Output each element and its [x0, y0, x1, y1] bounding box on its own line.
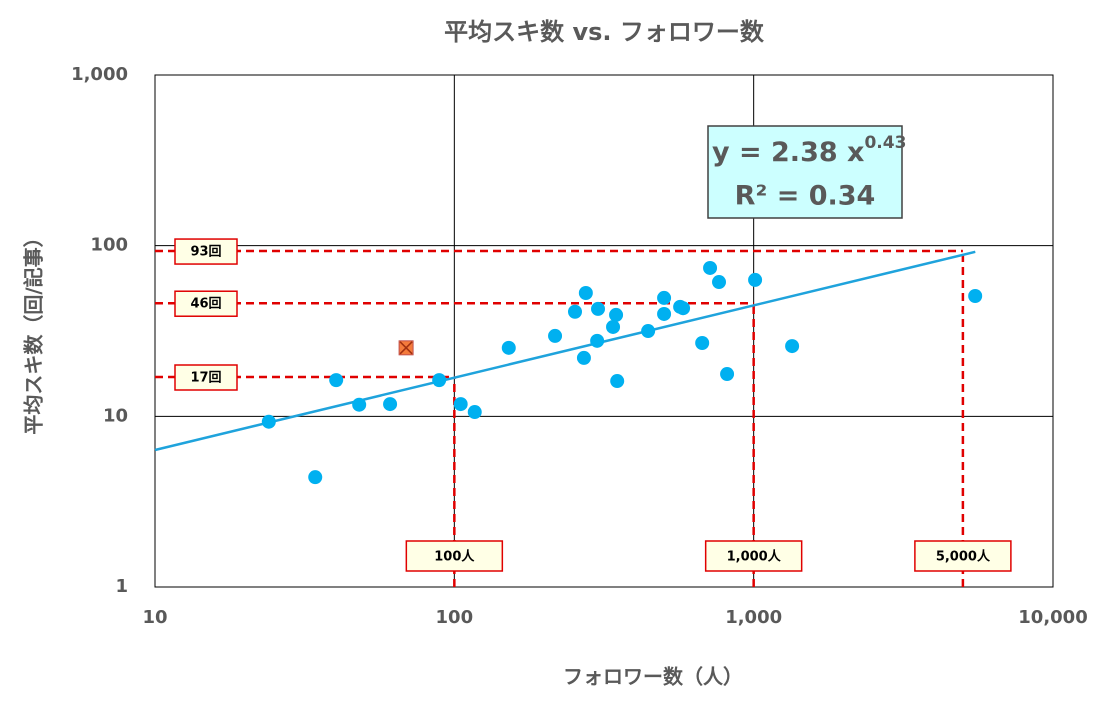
point — [641, 324, 656, 339]
point — [609, 307, 624, 322]
point — [548, 328, 563, 343]
guide-y-label: 17回 — [190, 371, 221, 386]
x-tick-label: 10,000 — [1018, 607, 1087, 628]
r-squared: R² = 0.34 — [735, 181, 876, 212]
point — [968, 289, 983, 304]
chart-title: 平均スキ数 vs. フォロワー数 — [444, 18, 765, 46]
x-axis-label: フォロワー数（人） — [563, 665, 743, 689]
x-tick-label: 10 — [142, 607, 167, 628]
guide-x-label: 100人 — [434, 549, 475, 565]
point — [383, 397, 398, 412]
guide-x-box — [405, 540, 504, 572]
point — [398, 340, 414, 356]
point — [657, 290, 672, 305]
point — [703, 260, 718, 275]
equation: y = 2.38 x0.43 — [712, 133, 906, 168]
point — [329, 373, 344, 388]
point — [578, 286, 593, 301]
guide-x-label: 5,000人 — [936, 549, 991, 565]
point — [501, 340, 516, 355]
point — [308, 470, 323, 485]
y-tick-label: 1 — [115, 576, 128, 597]
point-cross — [399, 341, 413, 355]
x-tick-label: 1,000 — [725, 607, 782, 628]
point — [606, 319, 621, 334]
point — [453, 397, 468, 412]
point — [712, 275, 727, 290]
x-tick-label: 100 — [436, 607, 474, 628]
point — [432, 373, 447, 388]
guide-x-box — [914, 540, 1012, 572]
point — [261, 414, 276, 429]
guide-y-box — [174, 238, 238, 265]
guide-y-box — [174, 364, 238, 391]
point — [467, 405, 482, 420]
point — [676, 301, 691, 316]
y-tick-label: 100 — [90, 235, 128, 256]
point — [610, 374, 625, 389]
y-tick-label: 1,000 — [71, 64, 128, 85]
y-axis-label: 平均スキ数（回/記事） — [22, 227, 46, 434]
plot-border — [154, 74, 1054, 588]
guide-y-box — [174, 290, 238, 317]
guide-y-label: 93回 — [190, 245, 221, 260]
point — [576, 350, 591, 365]
equation-box — [707, 125, 903, 219]
point — [657, 306, 672, 321]
trendline — [154, 250, 976, 452]
guide-y-label: 46回 — [190, 297, 221, 312]
point — [695, 335, 710, 350]
point — [352, 397, 367, 412]
point — [785, 339, 800, 354]
point — [590, 333, 605, 348]
point — [568, 304, 583, 319]
point — [748, 272, 763, 287]
point — [591, 301, 606, 316]
point — [720, 367, 735, 382]
guide-x-box — [704, 540, 803, 572]
equation-exponent: 0.43 — [864, 133, 906, 153]
plot-area: 1 10 100 1,000 10 100 1,000 10,000 17回 100人 46回 1,0… — [71, 64, 1088, 628]
equation-text: y = 2.38 x — [712, 137, 864, 168]
guide-x-label: 1,000人 — [727, 549, 782, 565]
y-tick-label: 10 — [103, 405, 128, 426]
